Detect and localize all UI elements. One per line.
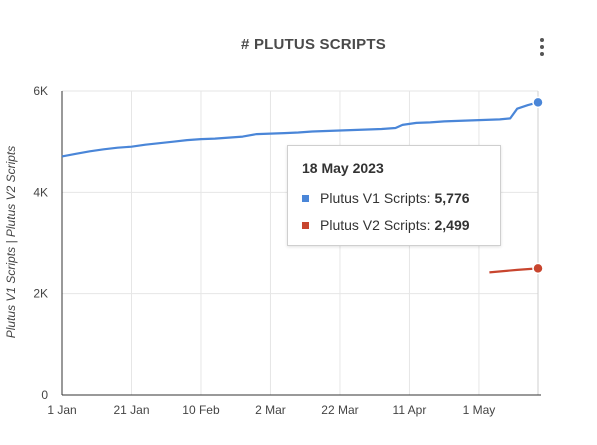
series-line-2 (489, 267, 539, 274)
y-axis-title: Plutus V1 Scripts | Plutus V2 Scripts (4, 146, 18, 339)
x-tick-label: 1 May (463, 403, 496, 417)
chart-tooltip: 18 May 2023 Plutus V1 Scripts: 5,776 Plu… (287, 145, 501, 246)
tooltip-swatch-v2 (302, 221, 309, 229)
y-tick-label: 0 (41, 388, 48, 402)
tooltip-label-v1: Plutus V1 Scripts: (320, 190, 431, 206)
x-tick-label: 1 Jan (47, 403, 76, 417)
x-tick-label: 11 Apr (393, 403, 427, 417)
x-tick-label: 22 Mar (321, 403, 358, 417)
series-line-1 (61, 101, 539, 158)
y-tick-label: 6K (33, 84, 48, 98)
y-tick-label: 2K (33, 287, 48, 301)
tooltip-label-v2: Plutus V2 Scripts: (320, 217, 431, 233)
tooltip-value-v2: 2,499 (434, 217, 470, 233)
x-tick-label: 21 Jan (113, 403, 149, 417)
tooltip-row-v1: Plutus V1 Scripts: 5,776 (302, 190, 486, 206)
tooltip-date: 18 May 2023 (302, 160, 384, 176)
x-tick-label: 10 Feb (182, 403, 220, 417)
tooltip-row-v2: Plutus V2 Scripts: 2,499 (302, 217, 486, 233)
more-options-icon[interactable] (531, 36, 553, 58)
chart-title: # PLUTUS SCRIPTS (241, 36, 386, 53)
series-marker-2 (532, 262, 544, 275)
y-tick-label: 4K (33, 185, 48, 199)
tooltip-value-v1: 5,776 (434, 190, 470, 206)
x-tick-label: 2 Mar (255, 403, 286, 417)
tooltip-swatch-v1 (302, 194, 309, 202)
series-marker-1 (532, 96, 544, 109)
